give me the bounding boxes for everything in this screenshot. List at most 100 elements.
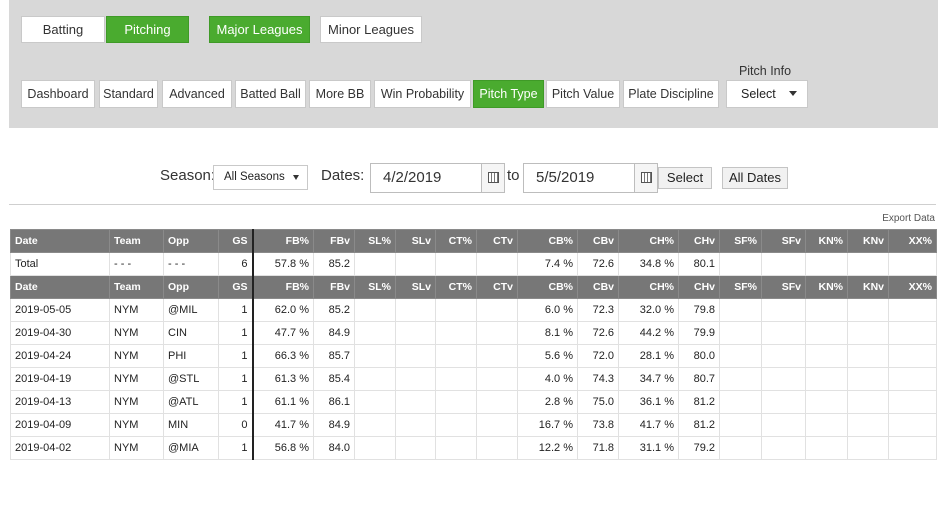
pitching-button[interactable]: Pitching — [106, 16, 189, 43]
column-header-ct-pct[interactable]: CT% — [435, 275, 477, 299]
column-header-gs[interactable]: GS — [218, 275, 254, 299]
column-header-cbv[interactable]: CBv — [577, 229, 619, 253]
table-cell — [354, 367, 396, 391]
table-total-row: Total - - -- - -6 57.8 % 85.2 7.4 % 72.6 34.8 … — [10, 252, 937, 276]
column-header-opp[interactable]: Opp — [163, 229, 219, 253]
season-selected-value: All Seasons — [224, 171, 285, 183]
column-header-date[interactable]: Date — [10, 275, 110, 299]
column-header-team[interactable]: Team — [109, 275, 164, 299]
column-header-ct-pct[interactable]: CT% — [435, 229, 477, 253]
column-header-sl-pct[interactable]: SL% — [354, 229, 396, 253]
table-cell: 84.0 — [313, 436, 355, 460]
pitch-info-selected-value: Select — [741, 87, 776, 101]
table-cell: 6 — [218, 252, 254, 276]
table-cell: 79.8 — [678, 298, 720, 322]
table-cell — [354, 321, 396, 345]
dates-select-button[interactable]: Select — [658, 167, 712, 189]
season-label: Season: — [160, 167, 216, 184]
column-header-sf-pct[interactable]: SF% — [719, 275, 762, 299]
table-cell — [476, 321, 518, 345]
tab-plate-discipline[interactable]: Plate Discipline — [623, 80, 719, 108]
table-cell — [719, 344, 762, 368]
all-dates-button[interactable]: All Dates — [722, 167, 788, 189]
calendar-icon[interactable] — [481, 163, 505, 193]
date-to-input[interactable]: 5/5/2019 — [523, 163, 635, 193]
table-cell — [847, 252, 889, 276]
tab-advanced[interactable]: Advanced — [162, 80, 232, 108]
table-cell — [354, 436, 396, 460]
table-cell — [476, 436, 518, 460]
table-cell: 72.6 — [577, 252, 619, 276]
table-cell: - - - — [163, 252, 219, 276]
date-from-input[interactable]: 4/2/2019 — [370, 163, 482, 193]
column-header-team[interactable]: Team — [109, 229, 164, 253]
minor-leagues-button[interactable]: Minor Leagues — [320, 16, 422, 43]
column-header-sfv[interactable]: SFv — [761, 275, 806, 299]
table-cell — [395, 390, 436, 414]
export-data-link[interactable]: Export Data — [882, 213, 935, 224]
table-cell — [395, 298, 436, 322]
table-cell — [719, 367, 762, 391]
tab-win-probability[interactable]: Win Probability — [374, 80, 471, 108]
column-header-opp[interactable]: Opp — [163, 275, 219, 299]
batting-button[interactable]: Batting — [21, 16, 105, 43]
column-header-ch-pct[interactable]: CH% — [618, 229, 679, 253]
column-header-gs[interactable]: GS — [218, 229, 254, 253]
table-cell: 2019-04-09 — [10, 413, 110, 437]
table-cell — [847, 321, 889, 345]
column-header-fbv[interactable]: FBv — [313, 229, 355, 253]
tab-batted-ball[interactable]: Batted Ball — [235, 80, 306, 108]
table-cell — [761, 298, 806, 322]
table-cell: 1 — [218, 436, 254, 460]
column-header-sfv[interactable]: SFv — [761, 229, 806, 253]
table-cell — [888, 413, 937, 437]
column-header-kn-pct[interactable]: KN% — [805, 275, 848, 299]
column-header-sl-pct[interactable]: SL% — [354, 275, 396, 299]
table-cell: 34.8 % — [618, 252, 679, 276]
calendar-icon[interactable] — [634, 163, 658, 193]
column-header-kn-pct[interactable]: KN% — [805, 229, 848, 253]
table-cell — [888, 344, 937, 368]
table-cell — [805, 436, 848, 460]
column-header-xx-pct[interactable]: XX% — [888, 229, 937, 253]
tab-pitch-type[interactable]: Pitch Type — [473, 80, 544, 108]
table-row: 2019-04-24 NYM PHI 1 66.3 % 85.7 5.6 % 72.0 28.1… — [10, 344, 937, 368]
pitch-info-label: Pitch Info — [738, 64, 792, 78]
caret-down-icon — [789, 91, 797, 96]
tab-dashboard[interactable]: Dashboard — [21, 80, 95, 108]
table-cell — [888, 367, 937, 391]
column-header-knv[interactable]: KNv — [847, 275, 889, 299]
column-header-slv[interactable]: SLv — [395, 229, 436, 253]
column-header-chv[interactable]: CHv — [678, 275, 720, 299]
date-filter-bar: Season: All Seasons Dates: 4/2/2019 to 5… — [0, 163, 946, 193]
column-header-cb-pct[interactable]: CB% — [517, 275, 578, 299]
table-cell — [888, 252, 937, 276]
table-cell: @MIA — [163, 436, 219, 460]
table-cell — [435, 413, 477, 437]
column-header-ctv[interactable]: CTv — [476, 229, 518, 253]
season-select[interactable]: All Seasons — [213, 165, 308, 190]
column-header-fb-pct[interactable]: FB% — [252, 229, 314, 253]
tab-more-bb[interactable]: More BB — [309, 80, 371, 108]
column-header-ch-pct[interactable]: CH% — [618, 275, 679, 299]
table-cell — [719, 298, 762, 322]
table-cell: 28.1 % — [618, 344, 679, 368]
column-header-xx-pct[interactable]: XX% — [888, 275, 937, 299]
column-header-cbv[interactable]: CBv — [577, 275, 619, 299]
tab-standard[interactable]: Standard — [99, 80, 158, 108]
column-header-cb-pct[interactable]: CB% — [517, 229, 578, 253]
major-leagues-button[interactable]: Major Leagues — [209, 16, 310, 43]
tab-pitch-value[interactable]: Pitch Value — [546, 80, 620, 108]
column-header-fbv[interactable]: FBv — [313, 275, 355, 299]
column-header-sf-pct[interactable]: SF% — [719, 229, 762, 253]
table-cell: NYM — [109, 298, 164, 322]
pitch-info-select[interactable]: Select — [726, 80, 808, 108]
column-header-knv[interactable]: KNv — [847, 229, 889, 253]
column-header-slv[interactable]: SLv — [395, 275, 436, 299]
column-header-date[interactable]: Date — [10, 229, 110, 253]
column-header-chv[interactable]: CHv — [678, 229, 720, 253]
column-header-fb-pct[interactable]: FB% — [252, 275, 314, 299]
column-header-ctv[interactable]: CTv — [476, 275, 518, 299]
table-cell: 2019-04-24 — [10, 344, 110, 368]
table-cell — [719, 413, 762, 437]
